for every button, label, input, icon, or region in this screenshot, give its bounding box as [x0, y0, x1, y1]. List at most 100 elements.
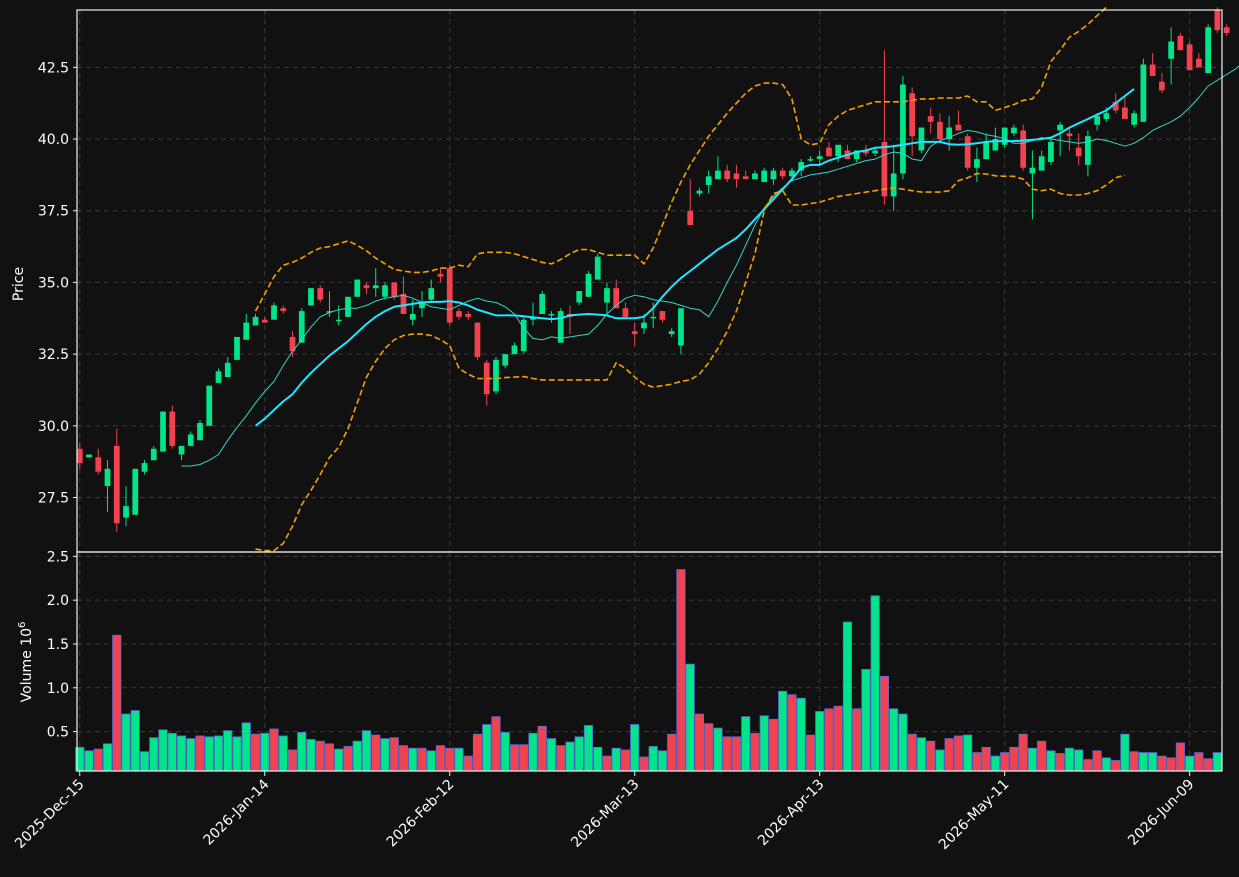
volume-bar-67	[695, 714, 703, 771]
volume-bar-33	[381, 739, 389, 771]
volume-bar-37	[418, 748, 426, 771]
candle-body-100	[1002, 128, 1008, 145]
volume-bar-36	[409, 748, 417, 771]
volume-bar-90	[908, 734, 916, 771]
candle-body-73	[752, 173, 758, 179]
volume-bar-103	[1028, 748, 1036, 771]
candle-body-65	[678, 308, 684, 345]
candle-122	[1205, 24, 1211, 73]
candle-25	[308, 288, 314, 305]
candle-96	[965, 133, 971, 170]
candle-body-3	[105, 469, 111, 486]
candle-body-113	[1122, 108, 1128, 119]
candle-body-108	[1076, 148, 1082, 157]
candle-body-14	[206, 386, 212, 426]
candle-1	[86, 454, 92, 457]
volume-bar-32	[372, 735, 380, 771]
volume-axis-label-exponent-power: 6	[17, 622, 28, 628]
volume-bar-23	[288, 750, 296, 771]
candle-body-38	[428, 288, 434, 299]
candle-body-6	[132, 469, 138, 515]
volume-bar-27	[325, 744, 333, 771]
candle-body-124	[1224, 27, 1230, 33]
candle-body-115	[1141, 64, 1147, 121]
candle-45	[493, 357, 499, 394]
candle-body-16	[225, 363, 231, 377]
volume-bar-41	[455, 748, 463, 771]
candle-body-41	[456, 311, 462, 317]
volume-bar-13	[196, 736, 204, 771]
candle-body-7	[142, 463, 148, 472]
candle-body-0	[77, 449, 83, 463]
candle-43	[475, 323, 481, 360]
volume-bar-120	[1185, 756, 1193, 771]
candle-body-123	[1215, 10, 1221, 30]
volume-bar-86	[871, 596, 879, 771]
volume-bar-18	[242, 723, 250, 771]
volume-bar-73	[751, 733, 759, 771]
candle-body-80	[817, 156, 823, 159]
candle-body-31	[364, 285, 370, 288]
candle-body-30	[354, 280, 360, 297]
candle-body-50	[539, 294, 545, 314]
candle-100	[1002, 128, 1008, 148]
volume-bar-17	[233, 737, 241, 771]
candle-body-109	[1085, 136, 1091, 165]
volume-bar-80	[816, 711, 824, 771]
candle-body-111	[1104, 113, 1110, 119]
candle-body-8	[151, 449, 157, 460]
volume-bar-4	[113, 635, 121, 771]
candle-body-42	[465, 314, 471, 317]
volume-bar-39	[436, 746, 444, 771]
candle-body-79	[808, 159, 814, 161]
candle-body-93	[937, 122, 943, 139]
volume-bar-110	[1093, 751, 1101, 771]
volume-axis-label: Volume 106	[17, 622, 35, 703]
candle-body-64	[669, 331, 675, 334]
volume-bar-85	[862, 669, 870, 771]
volume-axis-label-text: Volume	[19, 650, 35, 702]
volume-bar-34	[390, 738, 398, 771]
volume-bar-98	[982, 747, 990, 771]
volume-bar-116	[1148, 753, 1156, 771]
candle-body-71	[734, 173, 740, 179]
candle-29	[345, 297, 351, 317]
candle-body-34	[391, 282, 397, 296]
volume-bar-93	[936, 750, 944, 771]
volume-bar-113	[1121, 734, 1129, 771]
candle-body-105	[1048, 142, 1054, 162]
candle-17	[234, 337, 240, 360]
candle-body-68	[706, 176, 712, 185]
volume-bar-53	[566, 742, 574, 771]
volume-bar-111	[1102, 758, 1110, 771]
candle-40	[447, 265, 453, 325]
volume-bar-97	[973, 753, 981, 771]
price-ytick-label-2: 32.5	[38, 347, 69, 363]
candle-body-95	[956, 125, 962, 131]
candle-123	[1215, 7, 1221, 33]
candle-48	[521, 317, 527, 354]
volume-bar-115	[1139, 753, 1147, 771]
candle-body-51	[549, 314, 555, 316]
candle-body-121	[1196, 59, 1202, 68]
volume-bar-71	[732, 737, 740, 771]
candle-body-76	[780, 171, 786, 177]
candle-30	[354, 280, 360, 297]
candle-body-40	[447, 268, 453, 322]
candle-body-59	[623, 308, 629, 317]
candle-body-33	[382, 285, 388, 296]
volume-bar-121	[1195, 753, 1203, 771]
volume-bar-11	[177, 736, 185, 771]
candle-14	[206, 386, 212, 426]
candle-body-46	[502, 354, 508, 365]
candle-body-2	[95, 457, 101, 471]
candle-body-86	[872, 151, 878, 154]
candle-body-35	[401, 294, 407, 314]
volume-bar-54	[575, 737, 583, 771]
candle-body-45	[493, 360, 499, 392]
price-ytick-label-0: 27.5	[38, 491, 69, 507]
volume-bar-81	[825, 709, 833, 771]
price-ytick-label-1: 30.0	[38, 419, 69, 435]
volume-bar-84	[853, 709, 861, 771]
volume-bar-52	[557, 746, 565, 771]
